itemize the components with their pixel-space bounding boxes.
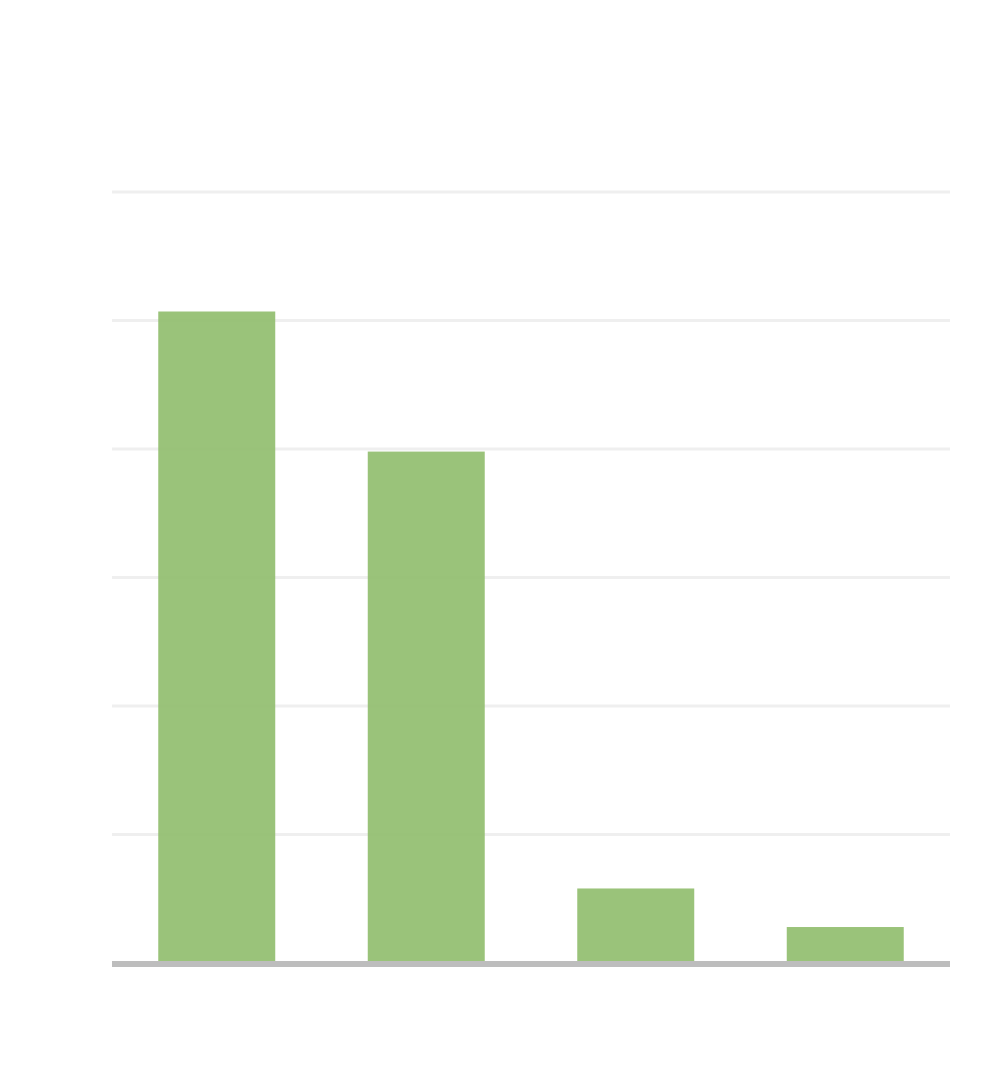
- bar-3: [577, 888, 695, 963]
- bar-2: [367, 451, 485, 963]
- bar-4: [786, 927, 904, 963]
- bars: [158, 311, 904, 963]
- bar-1: [158, 311, 276, 963]
